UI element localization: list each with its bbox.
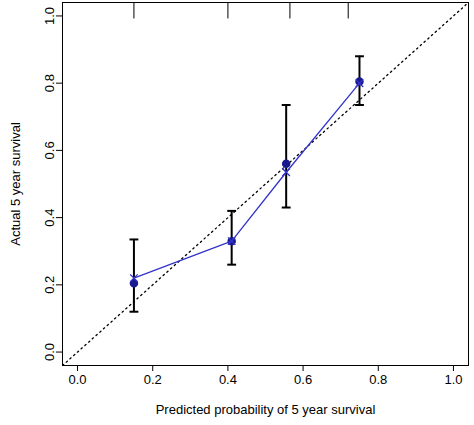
svg-text:0.4: 0.4 xyxy=(219,372,237,387)
svg-text:0.0: 0.0 xyxy=(68,372,86,387)
svg-text:1.0: 1.0 xyxy=(444,372,462,387)
svg-text:0.6: 0.6 xyxy=(294,372,312,387)
svg-text:0.6: 0.6 xyxy=(42,141,57,159)
svg-text:0.2: 0.2 xyxy=(144,372,162,387)
svg-text:1.0: 1.0 xyxy=(42,7,57,25)
svg-text:0.2: 0.2 xyxy=(42,276,57,294)
svg-text:Actual 5 year survival: Actual 5 year survival xyxy=(8,122,23,246)
svg-text:Predicted probability of 5 yea: Predicted probability of 5 year survival xyxy=(156,402,376,417)
svg-text:0.0: 0.0 xyxy=(42,343,57,361)
svg-text:0.8: 0.8 xyxy=(42,74,57,92)
svg-text:0.8: 0.8 xyxy=(369,372,387,387)
svg-text:0.4: 0.4 xyxy=(42,209,57,227)
